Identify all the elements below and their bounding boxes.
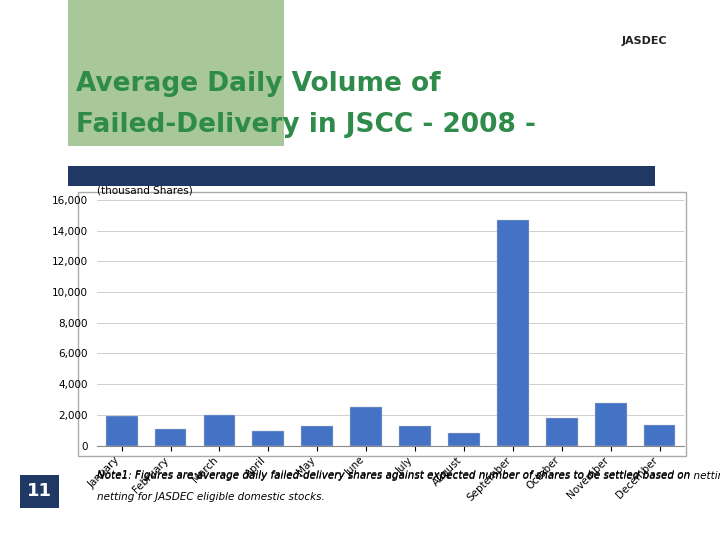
Text: netting for JASDEC eligible domestic stocks.: netting for JASDEC eligible domestic sto… [97, 492, 325, 503]
Bar [644, 425, 675, 446]
Text: JASDEC: JASDEC [621, 36, 667, 45]
Bar [350, 407, 382, 446]
Text: Note1: Figures are average daily failed-delivery shares against expected number : Note1: Figures are average daily failed-… [97, 470, 690, 480]
Bar [204, 415, 235, 446]
Bar [595, 402, 626, 446]
Bar [78, 192, 686, 456]
Bar [155, 429, 186, 445]
Text: 11: 11 [27, 482, 52, 501]
Text: Average Daily Volume of: Average Daily Volume of [76, 71, 440, 97]
Bar [106, 416, 138, 446]
Text: Failed-Delivery in JSCC - 2008 -: Failed-Delivery in JSCC - 2008 - [76, 112, 536, 138]
Bar [302, 426, 333, 445]
Bar [497, 220, 528, 446]
Bar [448, 433, 480, 446]
Bar [68, 166, 655, 186]
Bar [546, 418, 577, 446]
Bar [399, 426, 431, 446]
Text: Note1: Figures are average daily failed-delivery shares against expected number : Note1: Figures are average daily failed-… [97, 471, 720, 481]
Text: (thousand Shares): (thousand Shares) [97, 185, 193, 195]
Bar [253, 431, 284, 445]
Bar [68, 0, 284, 146]
